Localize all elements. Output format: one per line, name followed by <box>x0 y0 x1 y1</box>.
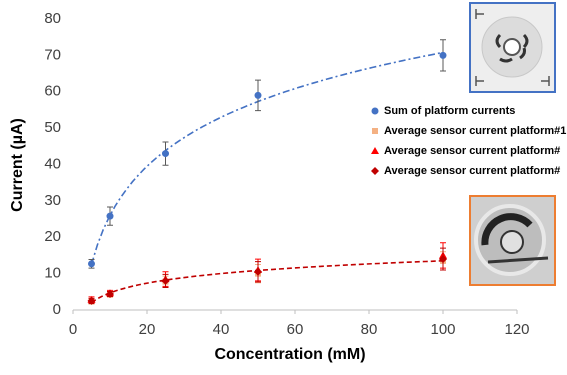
y-tick-label: 20 <box>44 228 61 245</box>
x-axis-title: Concentration (mM) <box>214 346 365 363</box>
legend-label: Average sensor current platform# <box>384 145 560 157</box>
point <box>88 260 95 268</box>
legend-label: Sum of platform currents <box>384 105 515 117</box>
point <box>106 212 114 220</box>
point <box>161 276 170 285</box>
legend-marker <box>371 167 379 175</box>
y-tick-label: 50 <box>44 119 61 136</box>
point <box>87 296 96 305</box>
y-tick-label: 10 <box>44 265 61 282</box>
legend-marker <box>371 147 379 154</box>
y-axis-title: Current (µA) <box>9 118 26 212</box>
x-tick-label: 120 <box>504 321 529 338</box>
legend-marker <box>371 107 379 115</box>
legend-marker <box>372 128 378 134</box>
x-tick-label: 20 <box>139 321 156 338</box>
x-tick-label: 60 <box>287 321 304 338</box>
y-tick-label: 60 <box>44 83 61 100</box>
x-tick-label: 100 <box>430 321 455 338</box>
inset-bottom <box>469 195 556 286</box>
x-tick-label: 40 <box>213 321 230 338</box>
point <box>254 91 262 99</box>
y-tick-label: 80 <box>44 10 61 27</box>
legend-label: Average sensor current platform# <box>384 165 560 177</box>
point <box>162 150 169 158</box>
y-tick-label: 70 <box>44 46 61 63</box>
x-tick-label: 80 <box>361 321 378 338</box>
x-tick-label: 0 <box>69 321 77 338</box>
legend-label: Average sensor current platform#1 <box>384 125 566 137</box>
inset-top <box>469 2 556 93</box>
point <box>439 255 447 264</box>
point <box>254 267 262 276</box>
point <box>106 289 114 298</box>
y-tick-label: 40 <box>44 155 61 172</box>
y-tick-label: 0 <box>53 301 61 318</box>
point <box>439 51 447 59</box>
trendline <box>90 51 444 265</box>
trendline <box>91 260 444 304</box>
y-tick-label: 30 <box>44 192 61 209</box>
